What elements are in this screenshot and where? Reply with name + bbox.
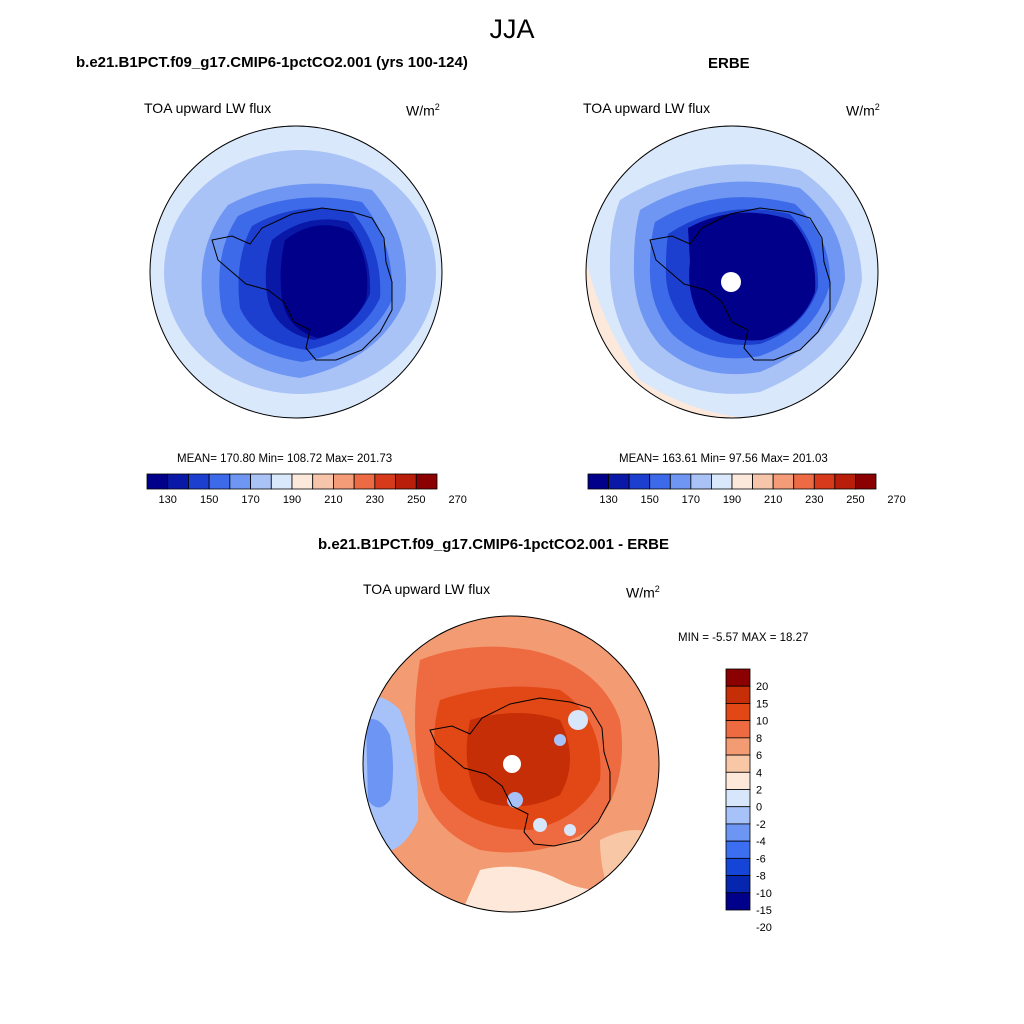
colorbar-diff-tick-label: 15 <box>756 698 768 710</box>
colorbar-model-tick-label: 230 <box>366 494 384 506</box>
colorbar-model-tick-label: 270 <box>449 494 467 506</box>
colorbar-diff-tick-label: 6 <box>756 750 762 762</box>
colorbar-obs-swatch <box>793 473 815 490</box>
colorbar-model-tick-label: 170 <box>241 494 259 506</box>
colorbar-model-swatch <box>353 473 376 490</box>
colorbar-model-swatch <box>188 473 210 490</box>
colorbar-model: 130 150 170 190 210 230 250 270 <box>146 473 467 506</box>
panel-diff-stats: MIN = -5.57 MAX = 18.27 <box>678 632 809 644</box>
colorbar-obs-swatch <box>834 473 856 490</box>
colorbar-obs: 130 150 170 190 210 230 250 270 <box>587 473 906 506</box>
colorbar-model-swatch <box>146 473 169 490</box>
panel-obs-title: ERBE <box>708 55 750 72</box>
colorbar-obs-swatch <box>752 473 774 490</box>
colorbar-model-swatch <box>291 473 314 490</box>
colorbar-diff-tick-label: 2 <box>756 785 762 797</box>
colorbar-diff-swatch <box>725 720 751 739</box>
colorbar-diff-swatch <box>725 771 751 790</box>
colorbar-model-swatch <box>415 473 438 490</box>
map-model <box>150 126 442 418</box>
colorbar-diff-swatch <box>725 892 751 911</box>
colorbar-obs-swatch <box>813 473 836 490</box>
panel-model-variable: TOA upward LW flux <box>144 100 272 116</box>
colorbar-diff-swatch <box>725 840 751 859</box>
colorbar-obs-tick-label: 170 <box>682 494 700 506</box>
colorbar-model-swatch <box>333 473 355 490</box>
colorbar-obs-swatch <box>649 473 671 490</box>
panel-model-stats: MEAN= 170.80 Min= 108.72 Max= 201.73 <box>177 453 393 465</box>
figure-title: JJA <box>489 14 535 44</box>
colorbar-obs-swatch <box>587 473 609 490</box>
colorbar-diff-tick-label: 0 <box>756 802 762 814</box>
colorbar-obs-tick-label: 190 <box>723 494 741 506</box>
colorbar-model-tick-label: 250 <box>407 494 425 506</box>
map-model-border <box>149 125 443 419</box>
colorbar-model-swatch <box>167 473 189 490</box>
colorbar-diff-tick-label: -4 <box>756 836 766 848</box>
panel-obs-units: W/m2 <box>846 102 880 119</box>
colorbar-diff-tick-label: -6 <box>756 853 766 865</box>
colorbar-model-swatch <box>374 473 396 490</box>
colorbar-obs-swatch <box>690 473 712 490</box>
colorbar-diff-tick-label: -8 <box>756 871 766 883</box>
coastline-diff <box>429 697 611 847</box>
colorbar-obs-swatch <box>731 473 753 490</box>
colorbar-diff-swatch <box>725 737 751 756</box>
panel-model-title: b.e21.B1PCT.f09_g17.CMIP6-1pctCO2.001 (y… <box>76 54 468 71</box>
colorbar-diff-swatch <box>725 823 751 842</box>
colorbar-model-swatch <box>395 473 417 490</box>
colorbar-obs-swatch <box>855 473 877 490</box>
colorbar-obs-swatch <box>711 473 733 490</box>
map-diff-border <box>362 615 660 913</box>
colorbar-obs-tick-label: 210 <box>764 494 782 506</box>
colorbar-model-tick-label: 190 <box>283 494 301 506</box>
map-obs-pole-hole <box>721 272 741 292</box>
colorbar-diff-swatch <box>725 875 751 894</box>
colorbar-diff-tick-label: 8 <box>756 733 762 745</box>
colorbar-obs-tick-label: 150 <box>641 494 659 506</box>
colorbar-diff-swatch <box>725 685 751 704</box>
colorbar-obs-swatch <box>608 473 630 490</box>
colorbar-obs-tick-label: 270 <box>887 494 905 506</box>
map-diff-pole-hole <box>503 755 521 773</box>
colorbar-diff-tick-label: 20 <box>756 681 768 693</box>
colorbar-model-tick-label: 130 <box>159 494 177 506</box>
colorbar-obs-tick-label: 250 <box>846 494 864 506</box>
colorbar-diff-swatch <box>725 806 751 825</box>
colorbar-diff-tick-label: -20 <box>756 922 772 934</box>
colorbar-diff-tick-label: 10 <box>756 716 768 728</box>
colorbar-obs-tick-label: 230 <box>805 494 823 506</box>
colorbar-model-swatch <box>270 473 293 490</box>
colorbar-diff-swatch <box>725 857 751 876</box>
colorbar-model-swatch <box>312 473 334 490</box>
panel-diff-title: b.e21.B1PCT.f09_g17.CMIP6-1pctCO2.001 - … <box>318 536 669 553</box>
colorbar-obs-swatch <box>628 473 651 490</box>
coastline-obs <box>649 207 831 361</box>
panel-obs-stats: MEAN= 163.61 Min= 97.56 Max= 201.03 <box>619 453 828 465</box>
colorbar-model-swatch <box>229 473 251 490</box>
panel-diff-units: W/m2 <box>626 584 660 601</box>
colorbar-obs-tick-label: 130 <box>599 494 617 506</box>
colorbar-diff-tick-label: 4 <box>756 767 762 779</box>
coastline-model <box>211 207 393 361</box>
colorbar-obs-swatch <box>669 473 692 490</box>
panel-model-units: W/m2 <box>406 102 440 119</box>
colorbar-diff-swatch <box>725 703 751 722</box>
map-obs-border <box>585 125 879 419</box>
colorbar-model-swatch <box>208 473 231 490</box>
panel-diff-variable: TOA upward LW flux <box>363 581 491 597</box>
colorbar-diff-swatch <box>725 789 751 808</box>
colorbar-diff-tick-label: -15 <box>756 905 772 917</box>
colorbar-diff-swatch <box>725 754 751 773</box>
panel-obs-variable: TOA upward LW flux <box>583 100 711 116</box>
colorbar-diff-tick-label: -2 <box>756 819 766 831</box>
colorbar-model-tick-label: 150 <box>200 494 218 506</box>
colorbar-obs-swatch <box>772 473 795 490</box>
colorbar-model-swatch <box>250 473 272 490</box>
colorbar-model-tick-label: 210 <box>324 494 342 506</box>
colorbar-diff-swatch <box>725 668 751 687</box>
colorbar-diff-tick-label: -10 <box>756 888 772 900</box>
